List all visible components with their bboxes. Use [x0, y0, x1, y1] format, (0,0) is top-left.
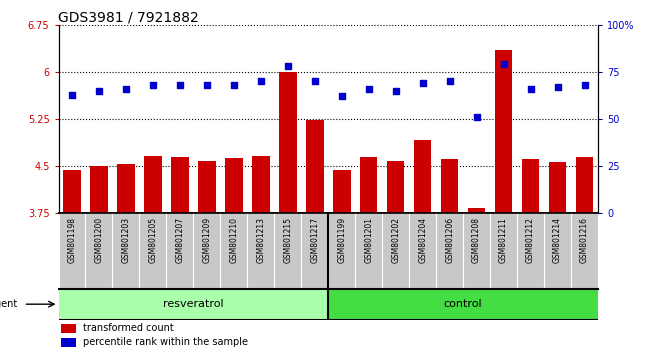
Point [202, 82, 212, 88]
Text: control: control [444, 299, 482, 309]
Point [309, 79, 320, 84]
Text: GSM801209: GSM801209 [202, 217, 211, 263]
Text: percentile rank within the sample: percentile rank within the sample [83, 337, 248, 347]
Bar [252, 155, 270, 213]
Point [417, 80, 428, 86]
Bar [61, 324, 76, 332]
Text: GSM801212: GSM801212 [526, 217, 535, 263]
Point [337, 93, 347, 99]
Point [525, 86, 536, 92]
Text: resveratrol: resveratrol [163, 299, 224, 309]
Bar [328, 289, 598, 320]
Text: GSM801199: GSM801199 [337, 217, 346, 263]
Bar [63, 170, 81, 213]
Point [229, 82, 239, 88]
Bar [522, 159, 540, 213]
Text: GSM801215: GSM801215 [283, 217, 292, 263]
Bar [225, 158, 242, 213]
Text: GSM801205: GSM801205 [148, 217, 157, 263]
Text: GSM801201: GSM801201 [364, 217, 373, 263]
Text: GSM801202: GSM801202 [391, 217, 400, 263]
Bar [414, 141, 432, 213]
Bar [90, 166, 108, 213]
Bar [495, 50, 512, 213]
Bar [61, 338, 76, 347]
Text: GSM801214: GSM801214 [553, 217, 562, 263]
Bar [117, 164, 135, 213]
Point [94, 88, 104, 93]
Point [121, 86, 131, 92]
Point [445, 79, 455, 84]
Bar [306, 120, 324, 213]
Bar [441, 159, 458, 213]
Text: GSM801210: GSM801210 [229, 217, 239, 263]
Bar [171, 158, 188, 213]
Text: GSM801204: GSM801204 [418, 217, 427, 263]
Text: GSM801206: GSM801206 [445, 217, 454, 263]
Text: GSM801211: GSM801211 [499, 217, 508, 263]
Point [148, 82, 158, 88]
Bar [279, 72, 296, 213]
Point [391, 88, 401, 93]
Point [579, 82, 590, 88]
Text: transformed count: transformed count [83, 323, 174, 333]
Text: GDS3981 / 7921882: GDS3981 / 7921882 [58, 11, 200, 25]
Text: GSM801203: GSM801203 [122, 217, 131, 263]
Bar [333, 170, 350, 213]
Bar [549, 162, 566, 213]
Point [255, 79, 266, 84]
Bar [576, 157, 593, 213]
Point [552, 84, 563, 90]
Bar [387, 161, 404, 213]
Bar [198, 161, 216, 213]
Point [363, 86, 374, 92]
Text: GSM801213: GSM801213 [256, 217, 265, 263]
Text: GSM801207: GSM801207 [176, 217, 185, 263]
Text: GSM801216: GSM801216 [580, 217, 589, 263]
Point [283, 63, 293, 69]
Text: GSM801208: GSM801208 [472, 217, 481, 263]
Point [67, 92, 77, 97]
Text: GSM801217: GSM801217 [310, 217, 319, 263]
Bar [58, 289, 328, 320]
Bar [360, 158, 378, 213]
Bar [144, 156, 162, 213]
Text: GSM801198: GSM801198 [68, 217, 77, 263]
Text: agent: agent [0, 299, 18, 309]
Bar [468, 208, 486, 213]
Point [499, 62, 509, 67]
Point [175, 82, 185, 88]
Point [471, 114, 482, 120]
Text: GSM801200: GSM801200 [94, 217, 103, 263]
